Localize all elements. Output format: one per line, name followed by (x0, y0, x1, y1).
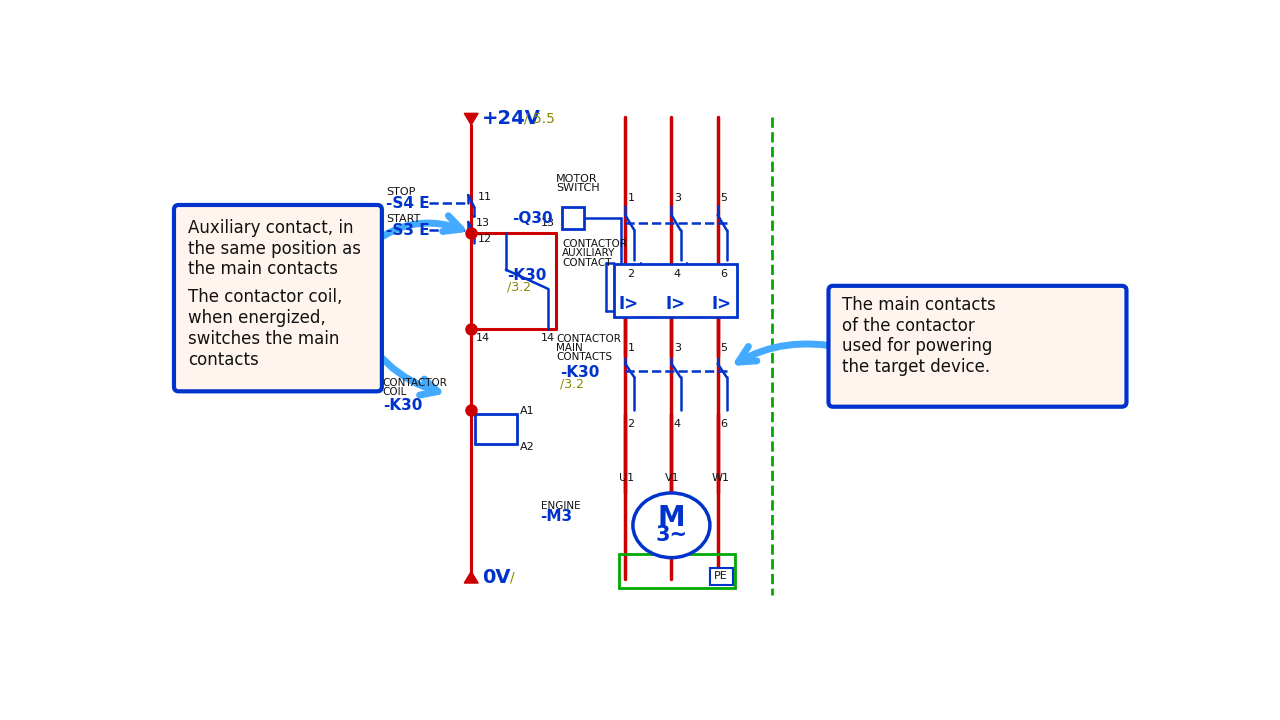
Text: 13: 13 (540, 218, 554, 228)
Ellipse shape (632, 493, 710, 557)
Text: /3.2: /3.2 (507, 281, 531, 294)
Text: U1: U1 (620, 472, 634, 482)
Text: COIL: COIL (383, 387, 407, 397)
Polygon shape (465, 113, 479, 125)
Text: 12: 12 (477, 234, 492, 244)
Text: -S3 E: -S3 E (387, 223, 430, 238)
Text: 2: 2 (627, 269, 635, 279)
Text: /: / (509, 571, 515, 585)
Text: AUXILIARY: AUXILIARY (562, 248, 616, 258)
Text: PE: PE (714, 571, 727, 581)
Text: -K30: -K30 (383, 398, 422, 413)
Text: W1: W1 (712, 472, 730, 482)
Text: A2: A2 (520, 442, 535, 451)
Text: A1: A1 (520, 406, 534, 416)
Text: CONTACTOR: CONTACTOR (383, 378, 448, 388)
Text: -M3: -M3 (540, 508, 572, 523)
Text: -K30: -K30 (507, 268, 547, 282)
Text: 3: 3 (673, 343, 681, 354)
Text: 0V: 0V (483, 568, 511, 588)
Text: CONTACTOR: CONTACTOR (556, 334, 621, 344)
FancyBboxPatch shape (828, 286, 1126, 407)
Text: ENGINE: ENGINE (540, 501, 580, 511)
Text: -K30: -K30 (559, 365, 599, 380)
Text: 14: 14 (476, 333, 490, 343)
Text: V1: V1 (666, 472, 680, 482)
Text: 1: 1 (627, 343, 635, 354)
Text: -Q30: -Q30 (512, 210, 553, 225)
Text: 5: 5 (719, 343, 727, 354)
Text: 6: 6 (719, 269, 727, 279)
Bar (613, 264, 737, 318)
Text: 3: 3 (673, 193, 681, 203)
Text: 3~: 3~ (655, 526, 687, 545)
Bar (620, 554, 735, 588)
Text: CONTACTS: CONTACTS (556, 352, 612, 362)
Text: 11: 11 (477, 192, 492, 202)
Text: MOTOR: MOTOR (556, 174, 598, 184)
Text: The contactor coil,
when energized,
switches the main
contacts: The contactor coil, when energized, swit… (188, 288, 342, 369)
Text: I>: I> (666, 294, 685, 312)
Text: I>: I> (620, 294, 639, 312)
Text: MAIN: MAIN (556, 343, 582, 354)
Text: The main contacts
of the contactor
used for powering
the target device.: The main contacts of the contactor used … (842, 296, 996, 377)
Text: 4: 4 (673, 269, 681, 279)
Text: CONTACT: CONTACT (562, 258, 612, 268)
Bar (562, 207, 584, 229)
Text: SWITCH: SWITCH (556, 183, 599, 193)
Text: M: M (658, 503, 685, 531)
Bar (710, 567, 733, 585)
Text: -S4 E: -S4 E (387, 196, 430, 211)
Text: 4: 4 (673, 420, 681, 429)
Text: START: START (387, 214, 421, 224)
Text: STOP: STOP (387, 187, 416, 197)
Text: 1: 1 (627, 193, 635, 203)
FancyBboxPatch shape (174, 205, 381, 391)
Text: / 5.5: / 5.5 (524, 112, 554, 126)
Polygon shape (465, 572, 479, 583)
Text: /3.2: /3.2 (559, 377, 584, 390)
Text: Auxiliary contact, in
the same position as
the main contacts: Auxiliary contact, in the same position … (188, 219, 361, 279)
Text: CONTACTOR: CONTACTOR (562, 239, 627, 249)
Text: 14: 14 (540, 333, 554, 343)
Text: 13: 13 (476, 218, 490, 228)
Text: 2: 2 (627, 420, 635, 429)
Text: +24V: +24V (483, 109, 541, 128)
Text: 6: 6 (719, 420, 727, 429)
Bar (475, 414, 517, 444)
Text: I>: I> (712, 294, 731, 312)
Text: 5: 5 (719, 193, 727, 203)
